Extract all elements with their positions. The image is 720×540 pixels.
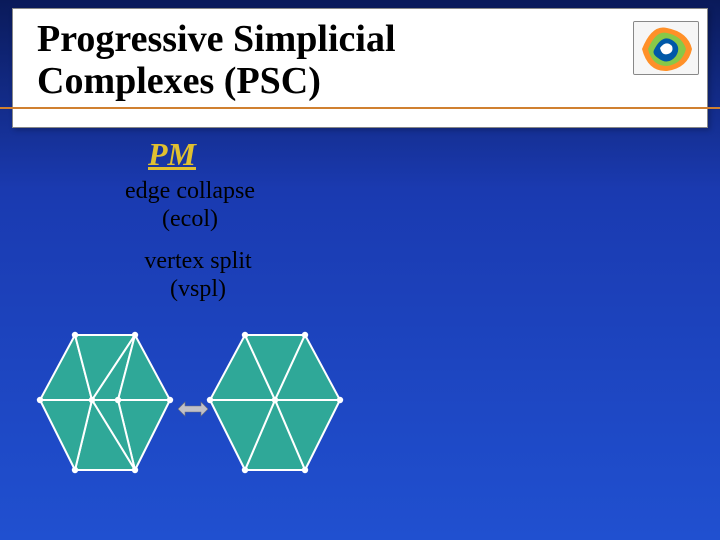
logo-icon <box>634 22 699 75</box>
title-header: Progressive Simplicial Complexes (PSC) <box>12 8 708 128</box>
ecol-line-1: edge collapse <box>125 178 255 204</box>
mesh-left <box>37 332 173 473</box>
edge-collapse-label: edge collapse (ecol) <box>100 178 280 233</box>
pm-section-label: PM <box>148 136 196 173</box>
logo <box>633 21 699 75</box>
bidirectional-arrow-icon <box>178 398 208 420</box>
slide-title: Progressive Simplicial Complexes (PSC) <box>37 19 396 103</box>
vspl-line-1: vertex split <box>144 248 251 274</box>
title-underline <box>0 107 720 109</box>
vspl-line-2: (vspl) <box>170 276 226 302</box>
vertex-split-label: vertex split (vspl) <box>108 248 288 303</box>
slide: Progressive Simplicial Complexes (PSC) P… <box>0 0 720 540</box>
ecol-line-2: (ecol) <box>162 206 218 232</box>
title-line-1: Progressive Simplicial <box>37 18 396 60</box>
mesh-right <box>207 332 343 473</box>
title-line-2: Complexes (PSC) <box>37 60 321 102</box>
